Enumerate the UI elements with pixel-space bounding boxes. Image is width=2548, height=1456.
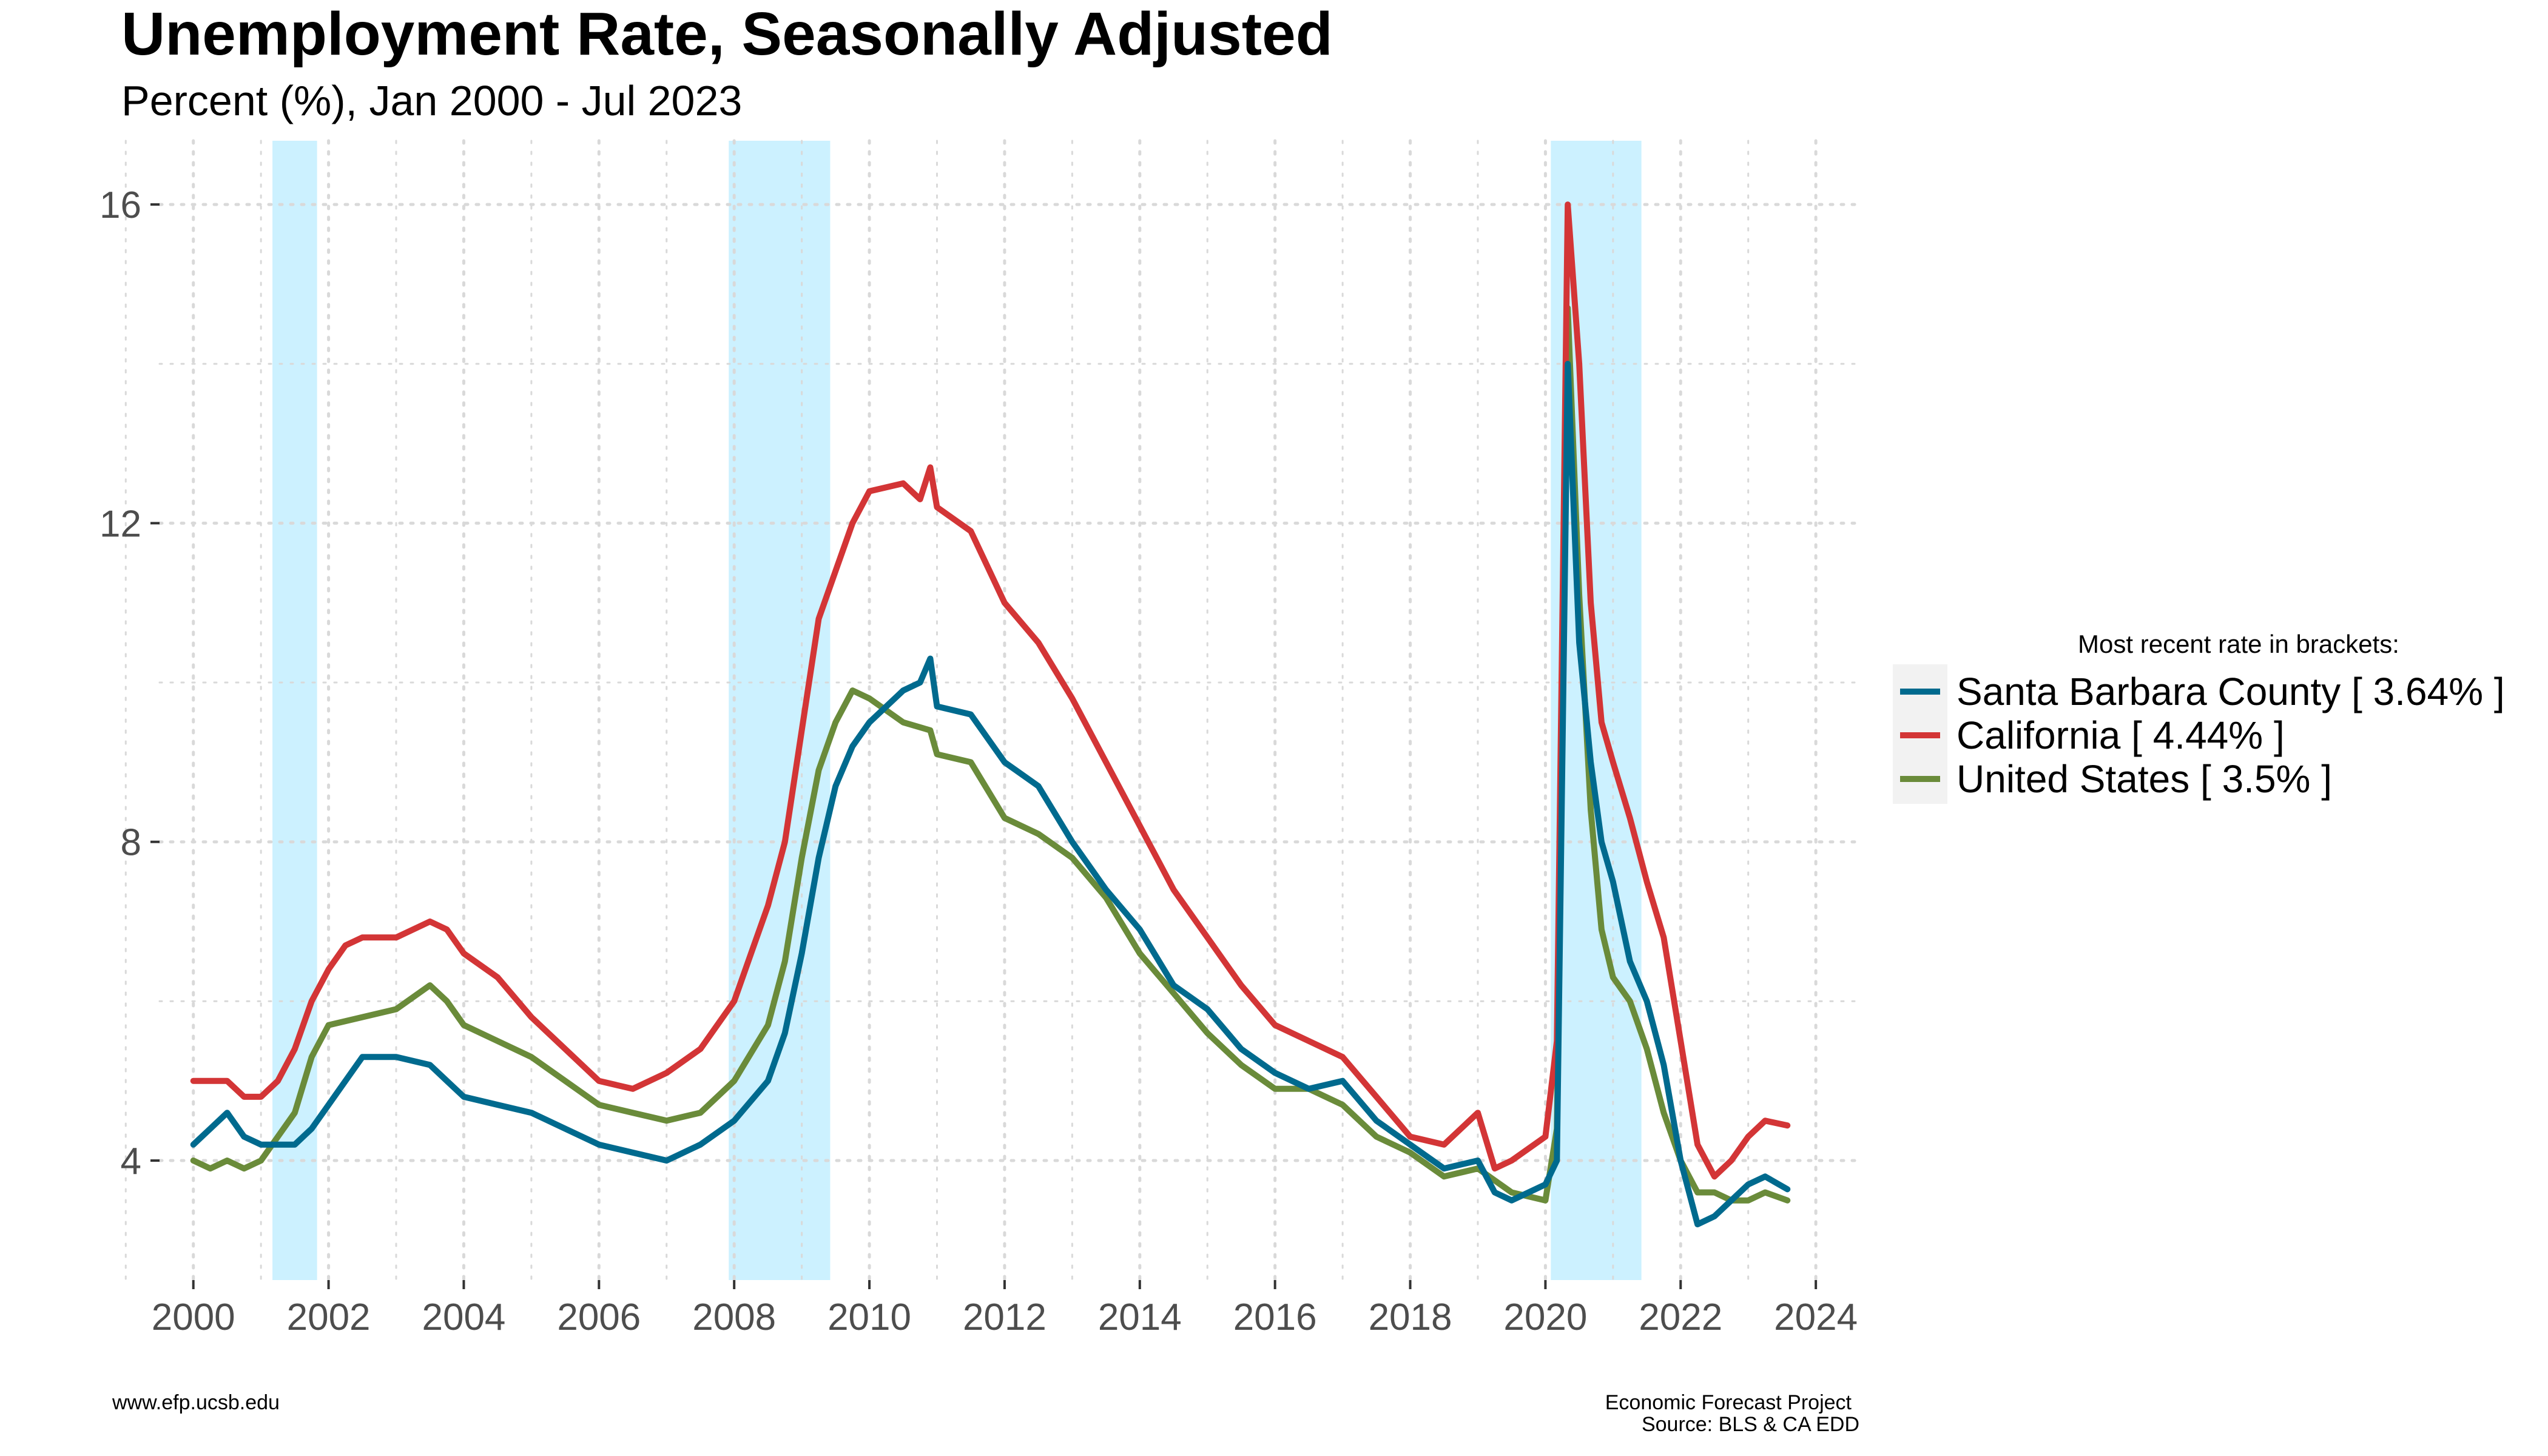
y-tick-label: 16 (99, 184, 141, 226)
x-tick-label: 2014 (1098, 1296, 1182, 1338)
legend-label-california: California [ 4.44% ] (1956, 713, 2285, 757)
x-tick-label: 2016 (1233, 1296, 1317, 1338)
caption-website: www.efp.ucsb.edu (112, 1391, 280, 1414)
x-tick-label: 2022 (1639, 1296, 1722, 1338)
recession-band-2 (729, 141, 831, 1280)
x-tick-label: 2006 (557, 1296, 641, 1338)
legend-label-santa-barbara: Santa Barbara County [ 3.64% ] (1956, 670, 2505, 713)
series-line-santa-barbara (190, 360, 1791, 1228)
series-line-united-states (190, 305, 1791, 1204)
x-tick-label: 2018 (1369, 1296, 1452, 1338)
series-line-california (190, 201, 1791, 1180)
caption-project: Economic Forecast Project (1605, 1391, 1852, 1414)
x-tick-label: 2004 (422, 1296, 505, 1338)
x-axis: 2000 2002 2004 2006 2008 2010 2012 2014 2016 2018… (152, 1280, 1858, 1338)
x-tick-label: 2024 (1774, 1296, 1858, 1338)
legend: Most recent rate in brackets: Santa Barb… (1893, 630, 2505, 804)
x-tick-label: 2012 (963, 1296, 1046, 1338)
legend-label-united-states: United States [ 3.5% ] (1956, 757, 2332, 801)
series-lines (190, 201, 1791, 1228)
x-tick-label: 2008 (692, 1296, 776, 1338)
x-tick-label: 2020 (1503, 1296, 1587, 1338)
y-axis: 4 8 12 16 (99, 184, 160, 1182)
recession-band-1 (272, 141, 317, 1280)
x-tick-label: 2010 (827, 1296, 911, 1338)
grid-lines (124, 139, 1858, 1282)
x-tick-label: 2000 (152, 1296, 235, 1338)
y-tick-label: 8 (121, 822, 141, 864)
chart-title: Unemployment Rate, Seasonally Adjusted (121, 0, 1333, 68)
caption-source: Source: BLS & CA EDD (1642, 1413, 1859, 1436)
y-tick-label: 12 (99, 503, 141, 545)
y-tick-label: 4 (121, 1141, 141, 1182)
legend-title: Most recent rate in brackets: (2078, 630, 2399, 658)
x-tick-label: 2002 (287, 1296, 371, 1338)
chart-subtitle: Percent (%), Jan 2000 - Jul 2023 (121, 77, 742, 124)
